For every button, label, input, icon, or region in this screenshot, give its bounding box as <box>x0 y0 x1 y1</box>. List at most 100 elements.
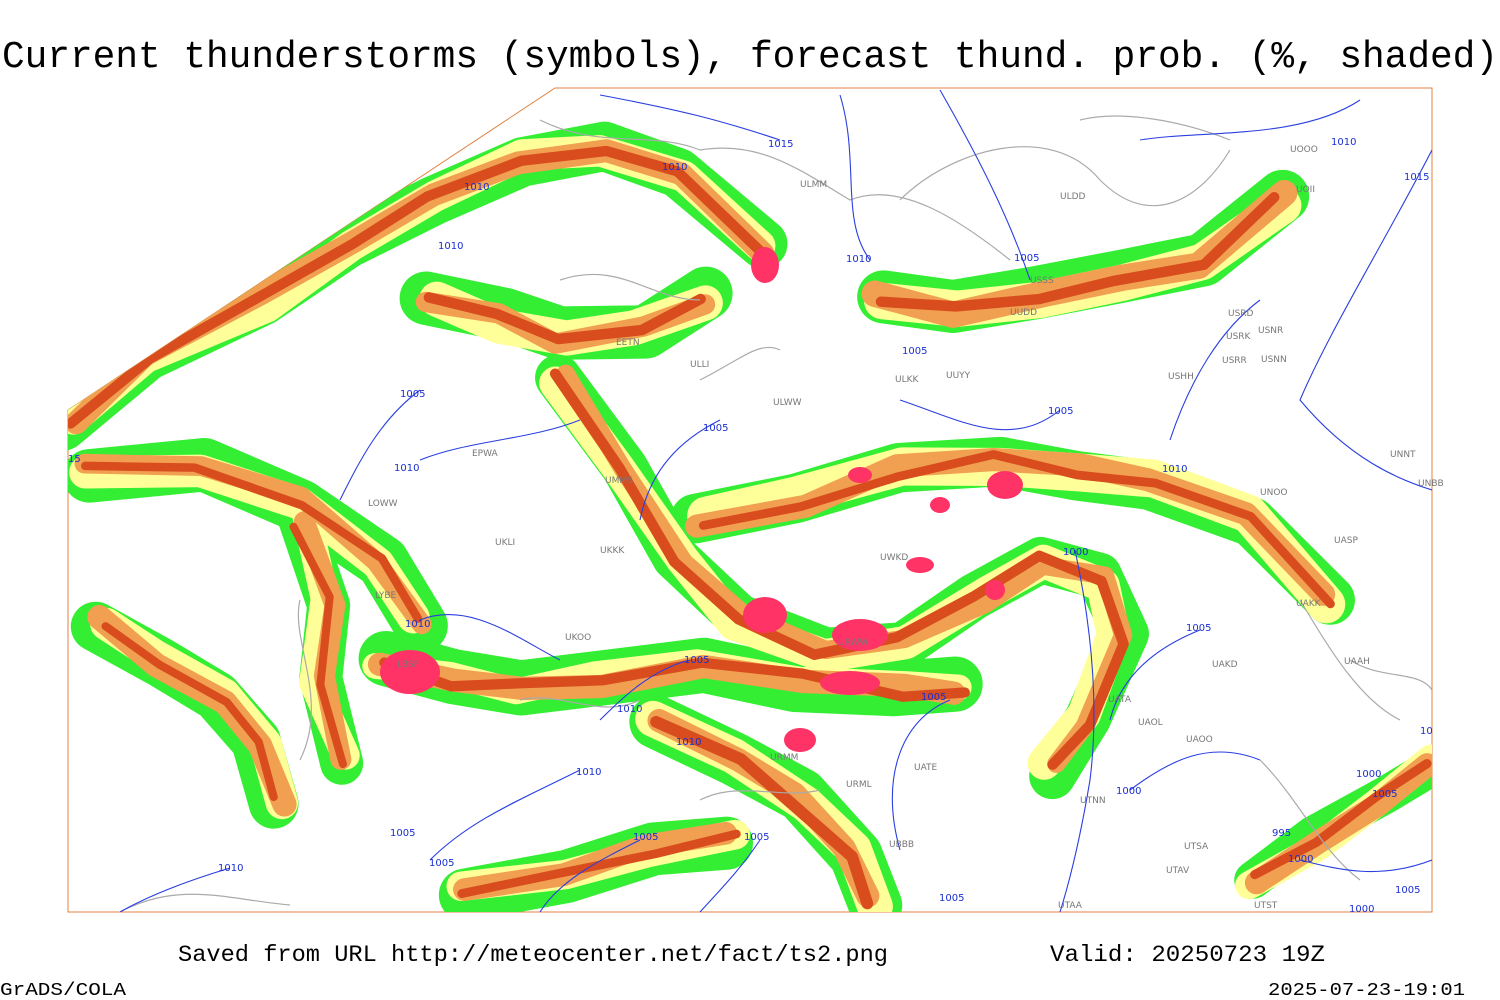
station-label: UAKK <box>1296 599 1322 609</box>
station-label: UOOO <box>1290 145 1318 155</box>
shade-band <box>423 292 706 345</box>
station-label: URMM <box>770 753 798 763</box>
station-label: ULDD <box>1060 192 1086 202</box>
shade-band <box>457 829 741 898</box>
isobar-label: 1010 <box>676 737 701 748</box>
station-label: USRD <box>1228 309 1254 319</box>
isobar-label: 1010 <box>464 182 489 193</box>
isobar-label: 15 <box>68 454 81 465</box>
station-label: UNNT <box>1390 450 1416 460</box>
station-label: UNOO <box>1260 488 1288 498</box>
station-label: UKLI <box>495 538 515 548</box>
isobar-label: 1005 <box>1014 253 1039 264</box>
station-label: UUDD <box>1010 308 1037 318</box>
station-label: UOII <box>1296 185 1315 195</box>
storm-area <box>848 467 872 483</box>
isobar-label: 1000 <box>1063 547 1088 558</box>
shade-band <box>549 368 1129 770</box>
station-label: UBBB <box>889 840 914 850</box>
station-label: USNR <box>1258 326 1283 336</box>
station-label: USHH <box>1168 372 1194 382</box>
isobar-label: 1010 <box>846 254 871 265</box>
station-label: UUYY <box>946 371 971 381</box>
station-label: UTSA <box>1184 842 1209 852</box>
station-label: ULKK <box>895 375 920 385</box>
isobar-label: 10 <box>1420 726 1433 737</box>
isobar-label: 1010 <box>438 241 463 252</box>
isobar-label: 1005 <box>1048 406 1073 417</box>
isobar-label: 1000 <box>1116 786 1141 797</box>
shade-band <box>875 192 1280 312</box>
map-labels: ULMM ULDD UUYY ULKK USHH USRD USRK USNR USRR USNN… <box>68 137 1444 915</box>
isobar-label: 1010 <box>662 162 687 173</box>
shade-band <box>379 657 970 702</box>
map-lines <box>119 89 1432 912</box>
station-label: USSS <box>1030 276 1054 286</box>
station-label: LYBE <box>375 591 396 601</box>
isobar-label: 1000 <box>1356 769 1381 780</box>
shade-band <box>289 522 347 769</box>
storm-area <box>987 471 1023 499</box>
timestamp: 2025-07-23-19:01 <box>1268 981 1465 1000</box>
isobar-label: 1010 <box>1162 464 1187 475</box>
station-label: URML <box>846 780 872 790</box>
station-label: URWW <box>838 638 868 648</box>
station-label: USRK <box>1226 332 1252 342</box>
shade-band <box>81 461 423 623</box>
station-label: USRR <box>1222 356 1247 366</box>
station-label: EETN <box>616 338 640 348</box>
station-label: LOWW <box>368 499 398 509</box>
station-label: EPWA <box>472 449 499 459</box>
isobar-label: 1005 <box>684 655 709 666</box>
isobar-label: 1000 <box>1288 854 1313 865</box>
station-label: ULLI <box>690 360 709 370</box>
station-label: UKKK <box>600 546 625 556</box>
storm-area <box>985 580 1005 600</box>
isobar-label: 1010 <box>617 704 642 715</box>
station-label: ULMM <box>800 180 827 190</box>
isobar-label: 1010 <box>1331 137 1356 148</box>
isobar-label: 1010 <box>218 863 243 874</box>
station-label: ULWW <box>773 398 802 408</box>
station-label: UTAA <box>1058 901 1083 911</box>
station-label: UAAH <box>1344 657 1370 667</box>
isobar-label: 1005 <box>744 832 769 843</box>
station-label: UASP <box>1334 536 1358 546</box>
isobar-label: 1005 <box>1395 885 1420 896</box>
station-label: UKOO <box>565 633 591 643</box>
station-label: UATA <box>1108 695 1132 705</box>
shade-band <box>650 715 874 910</box>
station-label: UAKD <box>1212 660 1238 670</box>
software: GrADS/COLA <box>0 981 126 1000</box>
shade-band <box>101 622 278 802</box>
valid-time: Valid: 20250723 19Z <box>1050 942 1325 968</box>
isobar-label: 1010 <box>405 619 430 630</box>
station-label: UAOL <box>1138 718 1163 728</box>
storm-area <box>930 497 950 513</box>
storm-area <box>784 728 816 752</box>
isobar-label: 1005 <box>633 832 658 843</box>
isobar-label: 1005 <box>703 423 728 434</box>
isobar-label: 1005 <box>390 828 415 839</box>
station-label: UMMS <box>605 476 633 486</box>
isobar-label: 1005 <box>429 858 454 869</box>
station-label: UATE <box>914 763 938 773</box>
storm-area <box>820 671 880 695</box>
shade-band <box>1250 759 1432 880</box>
isobar-label: 1005 <box>902 346 927 357</box>
storm-area <box>906 557 934 573</box>
station-label: UTAV <box>1166 866 1190 876</box>
station-label: UTNN <box>1080 796 1106 806</box>
isobar-label: 1005 <box>939 893 964 904</box>
storm-area <box>380 650 440 694</box>
isobar-label: 1010 <box>576 767 601 778</box>
isobar-label: 1015 <box>768 139 793 150</box>
station-label: LBSF <box>397 660 419 670</box>
title: Current thunderstorms (symbols), forecas… <box>2 36 1498 79</box>
storm-area <box>832 619 888 651</box>
isobar-label: 995 <box>1272 828 1291 839</box>
station-label: UNBB <box>1418 479 1444 489</box>
isobar-label: 1015 <box>1404 172 1429 183</box>
isobar-label: 1000 <box>1349 904 1374 915</box>
